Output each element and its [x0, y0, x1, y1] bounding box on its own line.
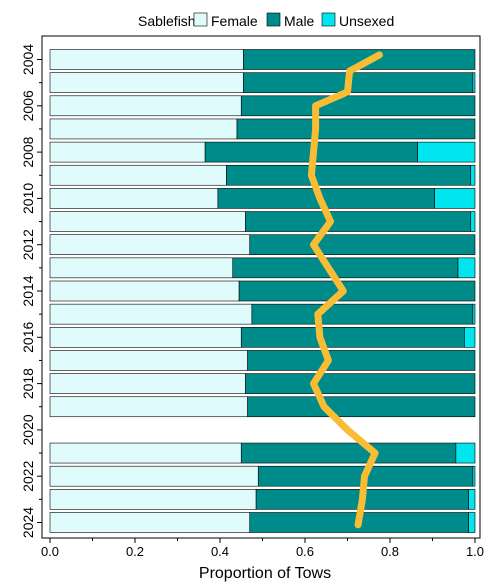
bar-2013-unsexed: [457, 257, 476, 279]
bar-2016-male: [240, 326, 465, 348]
y-tick-label-2024: 2024: [20, 507, 36, 538]
bar-2023-unsexed: [468, 489, 476, 510]
y-tick-label-2012: 2012: [20, 229, 36, 260]
bar-2015-female: [49, 303, 253, 325]
bar-2009-female: [49, 164, 227, 186]
bars: [49, 49, 476, 533]
x-tick-label-1: 0.2: [126, 544, 144, 559]
bar-2014-female: [49, 280, 240, 302]
bar-2021-unsexed: [455, 442, 476, 464]
y-tick-label-2006: 2006: [20, 90, 36, 121]
bar-2017-female: [49, 350, 248, 371]
x-axis-label: Proportion of Tows: [199, 565, 331, 582]
x-tick-label-5: 1.0: [466, 544, 484, 559]
bar-2013-female: [49, 257, 234, 279]
legend: Sablefish Female Male Unsexed: [138, 12, 394, 29]
x-tick-label-3: 0.6: [296, 544, 314, 559]
bar-2005-male: [243, 72, 474, 93]
x-tick-label-4: 0.8: [381, 544, 399, 559]
bar-2011-unsexed: [470, 211, 476, 232]
bar-2004-female: [49, 49, 244, 70]
legend-label-male: Male: [284, 13, 315, 29]
x-tick-label-0: 0.0: [41, 544, 59, 559]
bar-2024-female: [49, 512, 251, 533]
y-axis: 2004 2006 2008 2010 2012 2014 2016 2018 2020 2022…: [20, 44, 42, 538]
bar-2019-male: [247, 396, 476, 418]
bar-2011-female: [49, 211, 246, 232]
bar-2011-male: [245, 211, 472, 232]
legend-swatch-female: [193, 12, 208, 27]
y-tick-label-2008: 2008: [20, 136, 36, 167]
legend-swatch-unsexed: [321, 12, 336, 27]
bar-2008-unsexed: [417, 141, 476, 163]
bar-2014-male: [238, 280, 476, 302]
bar-2019-female: [49, 396, 248, 418]
bar-2015-unsexed: [472, 303, 476, 325]
bar-2017-male: [247, 350, 476, 371]
y-tick-label-2022: 2022: [20, 460, 36, 491]
bar-2015-male: [251, 303, 474, 325]
x-tick-label-2: 0.4: [211, 544, 229, 559]
bar-2012-male: [249, 234, 476, 255]
legend-swatch-male: [266, 12, 281, 27]
y-tick-label-2010: 2010: [20, 183, 36, 214]
legend-title: Sablefish: [138, 13, 196, 29]
legend-label-unsexed: Unsexed: [339, 13, 394, 29]
bar-2009-unsexed: [470, 164, 476, 186]
trend-line: [307, 51, 383, 529]
bar-2024-unsexed: [468, 512, 476, 533]
bar-2021-male: [240, 442, 457, 464]
bar-2009-male: [226, 164, 472, 186]
bar-2018-male: [245, 373, 476, 394]
bar-2005-female: [49, 72, 244, 93]
bar-2022-female: [49, 465, 259, 487]
bar-2018-female: [49, 373, 246, 394]
bar-2006-female: [49, 95, 242, 117]
bar-2005-unsexed: [472, 72, 476, 93]
legend-label-female: Female: [211, 13, 258, 29]
bar-2007-male: [236, 118, 476, 140]
y-tick-label-2014: 2014: [20, 275, 36, 306]
bar-2013-male: [232, 257, 459, 279]
y-tick-label-2004: 2004: [20, 44, 36, 75]
bar-2022-unsexed: [472, 465, 476, 487]
x-axis: 0.0 0.2 0.4 0.6 0.8 1.0: [41, 538, 484, 559]
bar-2010-unsexed: [434, 188, 476, 209]
bar-2010-female: [49, 188, 219, 209]
plot-panel: [41, 35, 481, 539]
y-tick-label-2016: 2016: [20, 322, 36, 353]
y-tick-label-2020: 2020: [20, 414, 36, 445]
y-tick-label-2018: 2018: [20, 368, 36, 399]
bar-2023-female: [49, 489, 257, 510]
bar-2016-unsexed: [464, 326, 476, 348]
bar-2006-male: [240, 95, 476, 117]
bar-2021-female: [49, 442, 242, 464]
bar-2016-female: [49, 326, 242, 348]
bar-2007-female: [49, 118, 238, 140]
bar-2008-female: [49, 141, 206, 163]
bar-2012-female: [49, 234, 251, 255]
